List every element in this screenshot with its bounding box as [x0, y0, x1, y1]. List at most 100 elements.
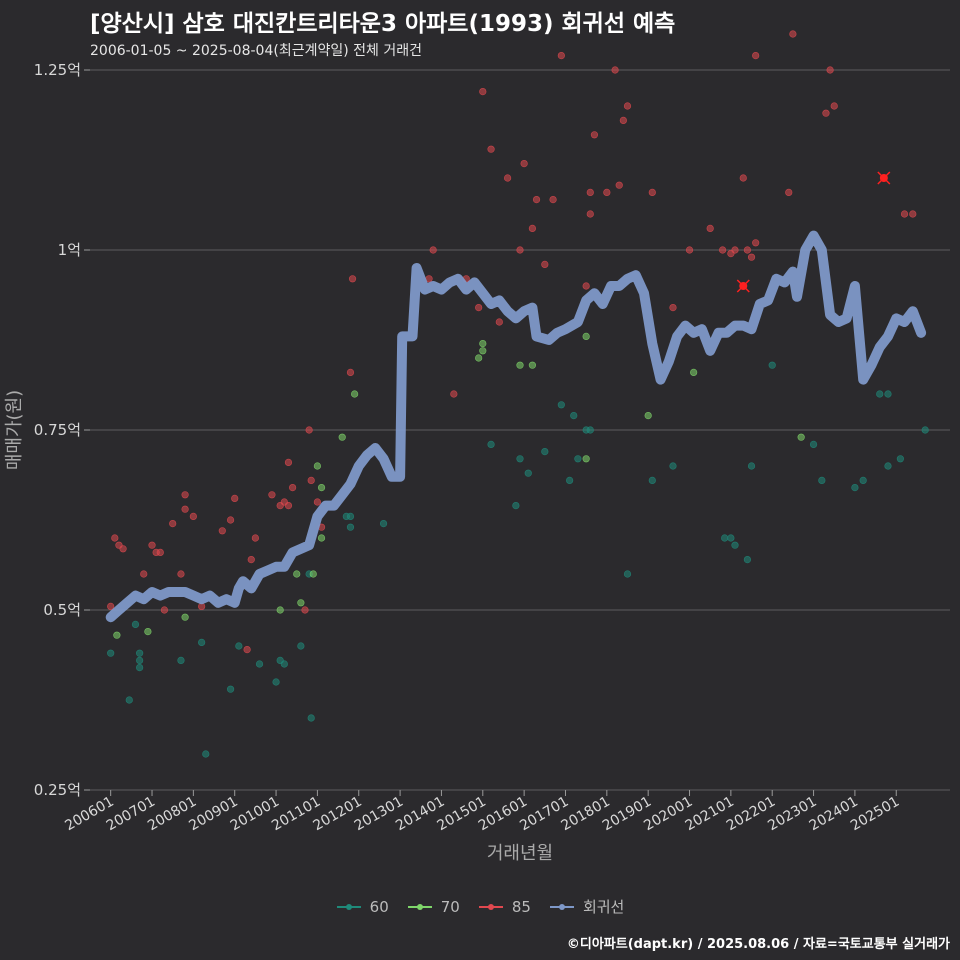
data-point-70 — [582, 455, 590, 463]
data-point-70 — [317, 534, 326, 542]
data-point-60 — [721, 534, 729, 542]
legend-item-70: 70 — [407, 898, 460, 916]
data-point-70 — [797, 433, 805, 441]
data-point-60 — [727, 534, 735, 542]
data-point-60 — [346, 512, 355, 521]
data-point-85 — [247, 555, 255, 564]
legend-label-regression: 회귀선 — [582, 898, 625, 916]
data-point-85 — [119, 545, 127, 553]
y-tick-label: 1억 — [58, 241, 81, 259]
data-point-70 — [293, 570, 301, 578]
data-point-85 — [268, 491, 276, 499]
data-point-60 — [884, 462, 892, 470]
data-point-60 — [136, 649, 144, 657]
data-point-85 — [619, 116, 627, 124]
data-point-70 — [644, 412, 652, 420]
data-point-85 — [140, 570, 148, 578]
legend-label-60: 60 — [369, 897, 389, 916]
data-point-60 — [884, 390, 892, 398]
data-point-85 — [590, 131, 599, 139]
data-point-70 — [313, 462, 322, 470]
data-point-85 — [520, 160, 528, 168]
data-point-60 — [524, 469, 532, 477]
data-point-85 — [487, 145, 495, 153]
data-point-70 — [338, 433, 346, 441]
data-point-85 — [107, 602, 115, 611]
data-point-85 — [231, 494, 239, 503]
data-point-85 — [284, 458, 293, 467]
data-point-60 — [177, 656, 185, 665]
data-point-60 — [818, 476, 826, 485]
data-point-85 — [169, 519, 177, 528]
data-point-60 — [669, 462, 677, 470]
data-point-60 — [226, 685, 235, 693]
gridlines — [90, 69, 950, 791]
scatter-points — [107, 30, 929, 758]
legend-item-regression: 회귀선 — [549, 896, 624, 917]
data-point-60 — [131, 620, 140, 629]
data-point-60 — [809, 440, 818, 449]
data-point-60 — [921, 426, 929, 434]
data-point-85 — [226, 516, 235, 524]
data-point-85 — [148, 541, 156, 549]
data-point-85 — [648, 188, 656, 196]
data-point-85 — [305, 426, 313, 434]
data-point-60 — [516, 455, 524, 463]
data-point-85 — [611, 66, 619, 74]
data-point-85 — [557, 51, 565, 60]
data-point-70 — [516, 361, 524, 369]
data-point-85 — [288, 484, 297, 492]
data-point-70 — [475, 354, 483, 362]
data-point-60 — [512, 502, 520, 510]
y-tick-label: 0.5억 — [43, 601, 81, 619]
regression-line — [105, 230, 927, 623]
y-tick-label: 0.75억 — [34, 421, 81, 439]
data-point-85 — [313, 498, 322, 506]
data-point-60 — [851, 484, 859, 492]
regression-line-layer — [105, 230, 927, 623]
data-point-60 — [307, 714, 315, 722]
data-point-60 — [586, 426, 594, 434]
data-point-60 — [202, 750, 210, 758]
data-point-85 — [685, 246, 694, 254]
data-point-70 — [317, 484, 326, 492]
legend-item-85: 85 — [478, 898, 531, 916]
data-point-70 — [479, 340, 487, 348]
data-point-85 — [346, 368, 355, 377]
data-point-85 — [251, 534, 259, 542]
y-tick-label: 1.25억 — [34, 61, 81, 79]
data-point-70 — [690, 368, 698, 377]
data-point-85 — [900, 210, 909, 218]
data-point-85 — [243, 645, 251, 654]
data-point-60 — [859, 476, 867, 485]
data-point-85 — [528, 224, 537, 232]
data-point-60 — [379, 519, 388, 528]
data-point-85 — [177, 570, 185, 578]
data-point-60 — [198, 638, 206, 647]
data-point-85 — [752, 51, 760, 60]
data-point-85 — [284, 502, 293, 510]
data-point-85 — [532, 196, 541, 204]
data-point-85 — [156, 548, 164, 557]
data-point-85 — [586, 210, 594, 218]
data-point-85 — [706, 224, 714, 232]
data-point-85 — [189, 512, 197, 521]
data-point-60 — [648, 476, 656, 485]
data-point-60 — [747, 462, 756, 470]
data-point-85 — [348, 275, 357, 283]
data-point-60 — [297, 642, 305, 650]
data-point-70 — [297, 599, 305, 607]
data-point-85 — [218, 527, 226, 535]
data-point-85 — [747, 253, 756, 261]
data-point-85 — [181, 505, 189, 513]
data-point-60 — [346, 523, 355, 531]
data-point-85 — [822, 109, 830, 117]
data-point-70 — [181, 613, 189, 621]
data-point-60 — [107, 649, 115, 657]
legend-key-85 — [478, 903, 503, 910]
y-axis-ticks: 0.25억 0.5억 0.75억 1억 1.25억 — [34, 61, 90, 799]
legend-item-60: 60 — [336, 898, 389, 916]
highlight-cross — [736, 279, 750, 293]
data-point-85 — [789, 30, 797, 38]
data-point-85 — [503, 174, 512, 182]
